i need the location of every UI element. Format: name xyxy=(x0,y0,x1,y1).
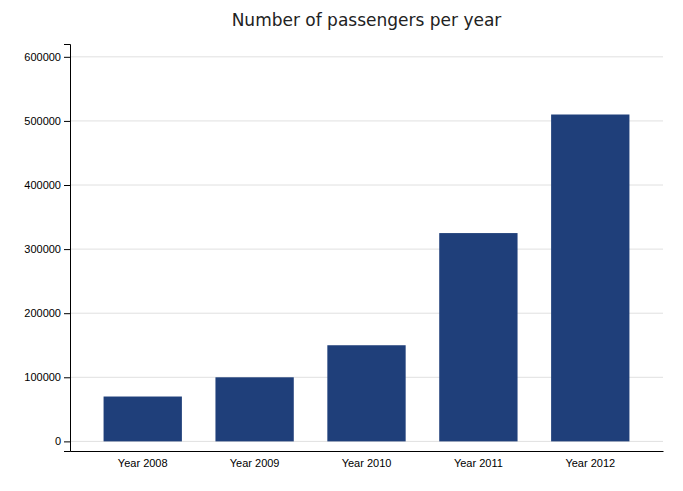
x-tick: Year 2012 xyxy=(565,457,615,469)
y-tick-mark xyxy=(64,185,70,186)
y-tick-mark xyxy=(64,441,70,442)
y-tick-label: 600000 xyxy=(24,51,61,63)
y-tick-label: 100000 xyxy=(24,371,61,383)
x-tick-label: Year 2012 xyxy=(565,457,615,469)
bar xyxy=(551,115,629,442)
y-axis-line xyxy=(64,45,71,452)
bar xyxy=(215,377,293,441)
y-tick-label: 200000 xyxy=(24,307,61,319)
y-tick-label: 0 xyxy=(55,435,61,447)
x-axis: Year 2008 Year 2009 Year 2010 Year 2011 Year… xyxy=(71,452,664,469)
y-tick: 400000 xyxy=(24,179,70,191)
y-tick-mark xyxy=(64,377,70,378)
x-tick: Year 2011 xyxy=(454,457,503,469)
grid-line xyxy=(70,56,663,57)
y-tick-mark xyxy=(64,249,70,250)
plot: 0 100000 200000 300000 400000 500000 600000 Yea… xyxy=(24,45,663,469)
x-tick: Year 2010 xyxy=(342,457,392,469)
bars xyxy=(104,115,630,442)
y-tick-mark xyxy=(64,121,70,122)
y-tick: 600000 xyxy=(24,51,70,63)
bar xyxy=(104,397,182,442)
bar xyxy=(439,233,517,441)
chart-container: 0 100000 200000 300000 400000 500000 600000 Yea… xyxy=(0,0,683,491)
chart-svg: 0 100000 200000 300000 400000 500000 600000 Yea… xyxy=(0,0,683,491)
x-tick-label: Year 2008 xyxy=(118,457,168,469)
y-tick-label: 500000 xyxy=(24,115,61,127)
y-tick-label: 400000 xyxy=(24,179,61,191)
y-tick: 300000 xyxy=(24,243,70,255)
y-tick-mark xyxy=(64,313,70,314)
y-tick-mark xyxy=(64,57,70,58)
bar xyxy=(327,345,405,441)
y-tick: 0 xyxy=(55,435,70,447)
x-tick-label: Year 2010 xyxy=(342,457,392,469)
y-tick-label: 300000 xyxy=(24,243,61,255)
x-tick-label: Year 2009 xyxy=(230,457,280,469)
y-tick: 200000 xyxy=(24,307,70,319)
title: Number of passengers per year xyxy=(232,10,502,30)
y-axis: 0 100000 200000 300000 400000 500000 600000 xyxy=(24,45,70,452)
x-tick: Year 2009 xyxy=(230,457,280,469)
y-tick: 500000 xyxy=(24,115,70,127)
x-tick-label: Year 2011 xyxy=(454,457,503,469)
grid xyxy=(70,57,663,442)
y-tick: 100000 xyxy=(24,371,70,383)
x-tick: Year 2008 xyxy=(118,457,168,469)
x-axis-line xyxy=(71,451,664,452)
